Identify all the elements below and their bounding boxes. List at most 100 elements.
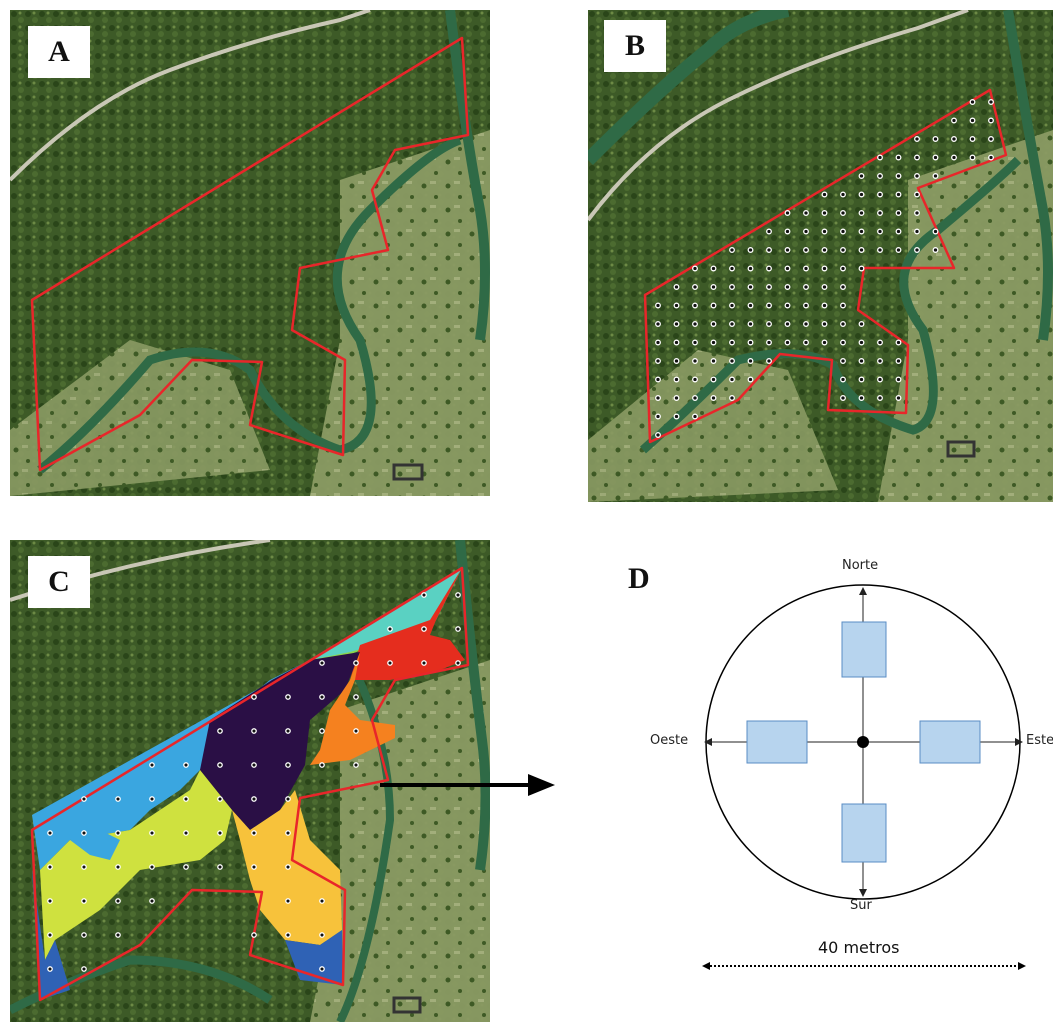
sampling-point [81,966,87,972]
sampling-point [747,358,754,364]
sampling-point [421,626,427,632]
sampling-point [932,154,939,161]
sampling-point [858,339,865,346]
sampling-point [149,898,155,904]
label-north: Norte [842,558,879,573]
sampling-point [895,154,902,161]
sampling-point [895,210,902,216]
sampling-point [729,265,735,272]
sampling-point [149,762,155,768]
sampling-point [803,302,809,309]
sampling-point [217,762,223,768]
sampling-point [692,265,698,272]
sampling-point [914,228,920,235]
zone-skyblue-patches [70,830,120,860]
sampling-point [149,830,155,836]
sampling-point [895,228,902,235]
sampling-point [729,358,735,364]
sampling-point [988,99,994,105]
sampling-point [766,228,772,235]
sampling-point [729,376,735,383]
sampling-point [319,966,325,972]
sampling-point [81,796,87,802]
sampling-point [421,592,427,598]
sampling-point [840,247,846,253]
zone-yellowgreen [40,770,232,960]
sampling-point [858,265,865,272]
sampling-point [766,247,772,253]
sampling-point [673,339,680,346]
zone-skyblue [32,660,310,870]
map-panel-a: A [10,10,490,496]
sampling-point [803,321,809,327]
sampling-point [951,136,957,142]
sampling-point [858,376,865,383]
sampling-point [766,265,772,272]
sampling-point [858,247,865,253]
sampling-point [951,117,957,124]
sampling-point [729,395,735,401]
sampling-point [655,358,661,364]
sampling-point [747,247,754,253]
sampling-point [673,321,680,327]
sampling-point [710,376,717,383]
sampling-point [969,136,976,142]
sampling-point [988,117,994,124]
sampling-point [217,830,223,836]
sampling-point [692,376,698,383]
sampling-point [217,796,223,802]
panel-label-c: C [28,556,90,608]
plot-center [857,736,869,748]
sampling-point [858,395,865,401]
sampling-point [729,284,735,290]
sampling-point [183,796,189,802]
panel-label-a: A [28,26,90,78]
sampling-point [149,864,155,870]
sampling-point [710,358,717,364]
sampling-point [353,660,359,666]
sampling-point [710,265,717,272]
sampling-point [673,413,680,420]
sampling-point [803,284,809,290]
sampling-point [766,321,772,327]
sampling-point [821,321,828,327]
sampling-point [988,136,994,142]
sampling-point [840,210,846,216]
sampling-point [387,626,393,632]
sampling-point [784,339,791,346]
sampling-point [877,191,883,198]
sampling-point [784,265,791,272]
scale-label: 40 metros [818,938,900,957]
sampling-point [803,247,809,253]
sampling-point [655,413,661,420]
zone-blue [32,870,70,1000]
sampling-point [692,284,698,290]
sampling-point [251,830,257,836]
sampling-point [766,339,772,346]
sampling-point [729,247,735,253]
sampling-point [149,796,155,802]
sampling-point [914,136,920,142]
sampling-point [988,154,994,161]
sampling-point [821,265,828,272]
sampling-point [951,154,957,161]
sampling-point [877,228,883,235]
sampling-point [747,376,754,383]
sampling-point [766,358,772,364]
subplot-west [746,720,808,764]
map-panel-b: B [588,10,1053,502]
sampling-point [217,728,223,734]
sampling-point [183,830,189,836]
sampling-point [858,358,865,364]
sampling-point [47,864,53,870]
sampling-point [858,191,865,198]
sampling-point [710,284,717,290]
sampling-point [285,932,291,938]
sampling-point [895,191,902,198]
sampling-point [81,864,87,870]
sampling-point [387,660,393,666]
sampling-point [81,898,87,904]
sampling-point [710,302,717,309]
sampling-point [895,358,902,364]
sampling-point [877,358,883,364]
